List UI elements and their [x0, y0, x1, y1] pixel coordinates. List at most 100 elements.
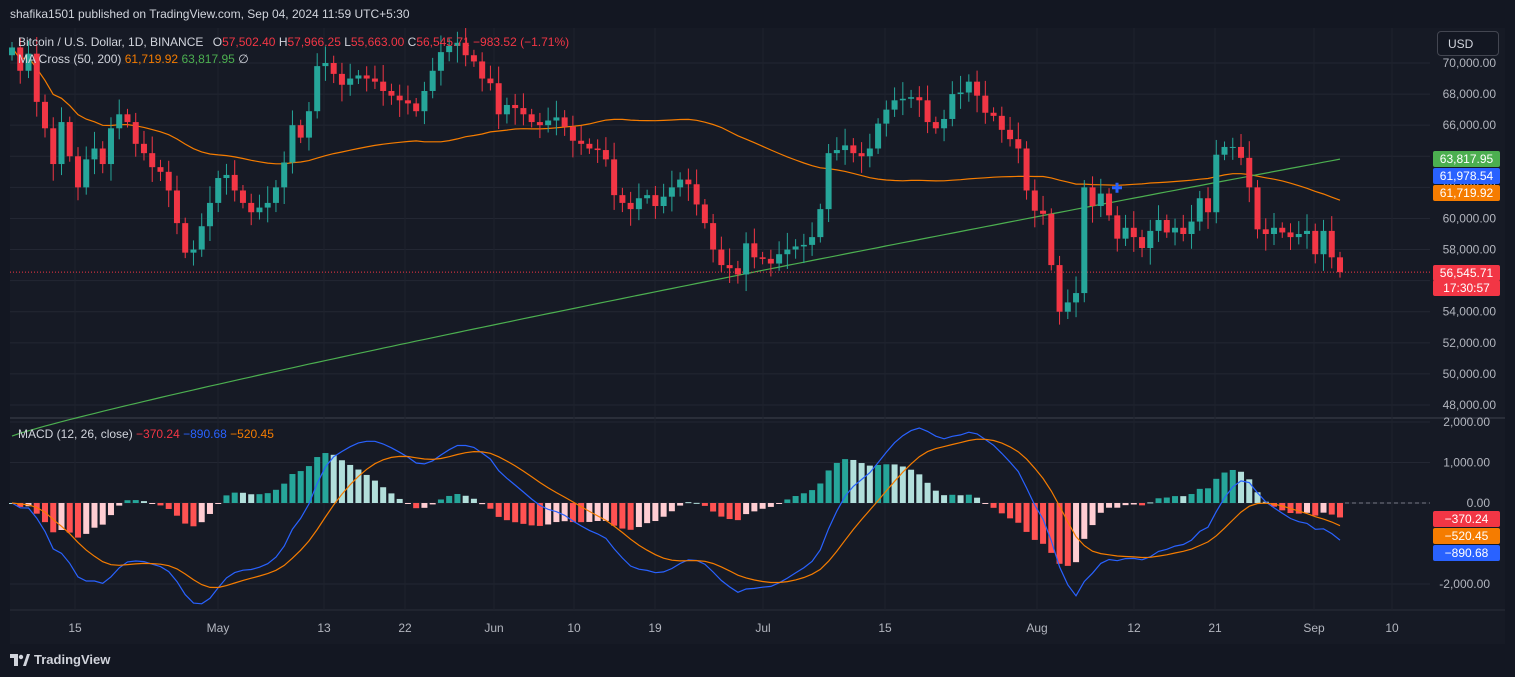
macd-histogram-bar: [363, 474, 370, 503]
change-value: −983.52 (−1.71%): [473, 35, 570, 49]
macd-axis-label: 1,000.00: [1443, 456, 1490, 470]
macd-histogram-bar: [83, 503, 90, 534]
macd-histogram-bar: [932, 490, 939, 503]
candle-body: [297, 125, 304, 138]
candle-body: [404, 100, 411, 104]
chart-frame[interactable]: [10, 28, 1505, 644]
candle-body: [949, 94, 956, 119]
candle-body: [1279, 227, 1286, 233]
macd-histogram-bar: [1246, 479, 1253, 503]
tradingview-logo[interactable]: TradingView: [10, 652, 110, 667]
candle-body: [1163, 220, 1170, 233]
price-legend: Bitcoin / U.S. Dollar, 1D, BINANCE O57,5…: [18, 35, 569, 49]
macd-histogram-bar: [561, 503, 568, 522]
macd-histogram-bar: [1139, 503, 1146, 506]
candle-body: [1262, 229, 1269, 234]
candle-body: [223, 174, 230, 179]
macd-histogram-bar: [916, 474, 923, 503]
macd-histogram-bar: [297, 471, 304, 503]
candle-body: [58, 122, 65, 165]
candle-body: [809, 237, 816, 245]
candle-body: [916, 97, 923, 101]
macd-histogram-bar: [1106, 503, 1113, 508]
candle-body: [784, 249, 791, 255]
candle-body: [215, 178, 222, 203]
macd-histogram-bar: [1304, 503, 1311, 513]
macd-histogram-bar: [74, 503, 81, 538]
candle-body: [206, 202, 213, 227]
macd-histogram-bar: [627, 503, 634, 530]
candle-body: [231, 174, 238, 191]
macd-histogram-bar: [908, 469, 915, 503]
candle-body: [817, 209, 824, 238]
candle-body: [850, 145, 857, 154]
macd-histogram-bar: [140, 501, 147, 503]
candle-body: [33, 53, 40, 102]
macd-histogram-bar: [503, 503, 510, 521]
macd-histogram-bar: [635, 503, 642, 528]
macd-histogram-bar: [33, 503, 40, 514]
macd-histogram-bar: [223, 495, 230, 503]
time-axis-label: 21: [1208, 621, 1222, 635]
candle-body: [363, 75, 370, 79]
macd-histogram-bar: [899, 466, 906, 503]
candle-body: [792, 246, 799, 250]
macd-histogram-bar: [1238, 471, 1245, 503]
macd-histogram-bar: [1271, 503, 1278, 507]
publish-header: shafika1501 published on TradingView.com…: [0, 0, 1515, 28]
macd-legend[interactable]: MACD (12, 26, close) −370.24 −890.68 −52…: [18, 427, 274, 441]
currency-button[interactable]: USD: [1437, 31, 1499, 56]
candle-body: [91, 148, 98, 160]
candle-body: [41, 101, 48, 129]
ma-fast-line: [11, 47, 1341, 201]
moving-averages: [10, 47, 1430, 437]
price-axis-label: 58,000.00: [1443, 243, 1497, 257]
macd-histogram-bar: [842, 459, 849, 503]
macd-indicator-name: MACD (12, 26, close): [18, 427, 133, 441]
ma-slow-badge: 63,817.95: [1433, 151, 1500, 167]
macd-hist-badge: −370.24: [1433, 511, 1500, 527]
macd-histogram-bar: [545, 503, 552, 525]
candle-body: [1246, 157, 1253, 188]
macd-histogram-bar: [272, 489, 279, 503]
candle-body: [1139, 237, 1146, 248]
candle-body: [635, 198, 642, 210]
macd-histogram-bar: [528, 503, 535, 526]
macd-histogram-bar: [1147, 502, 1154, 504]
macd-histogram-bar: [132, 500, 139, 503]
macd-signal-badge: −520.45: [1433, 528, 1500, 544]
macd-histogram-bar: [578, 503, 585, 523]
candle-body: [627, 202, 634, 210]
price-badge: 56,545.71: [1433, 265, 1500, 281]
macd-histogram-bar: [338, 460, 345, 503]
macd-axis-label: -2,000.00: [1439, 577, 1490, 591]
candle-body: [883, 109, 890, 124]
macd-histogram-bar: [957, 495, 964, 503]
candles: [9, 28, 1343, 325]
macd-histogram-bar: [1180, 496, 1187, 503]
candle-body: [83, 159, 90, 188]
candle-body: [1312, 230, 1319, 255]
candle-body: [1213, 154, 1220, 213]
macd-histogram-bar: [611, 503, 618, 526]
candle-body: [842, 145, 849, 151]
candle-body: [421, 90, 428, 112]
macd-histogram-bar: [660, 503, 667, 517]
macd-histogram-bar: [1295, 503, 1302, 514]
symbol-label[interactable]: Bitcoin / U.S. Dollar, 1D, BINANCE: [18, 35, 204, 49]
candle-body: [965, 81, 972, 93]
candle-body: [9, 47, 15, 56]
candle-body: [1130, 227, 1137, 238]
macd-histogram-bar: [289, 474, 296, 503]
candle-body: [1031, 190, 1038, 211]
candle-body: [239, 190, 246, 203]
macd-histogram-bar: [487, 503, 494, 509]
candle-body: [1180, 227, 1187, 234]
macd-histogram-bar: [239, 492, 246, 503]
macd-histogram-bar: [330, 454, 337, 503]
candle-body: [990, 112, 997, 116]
candle-body: [693, 184, 700, 205]
macd-histogram-bar: [462, 495, 469, 503]
ma-legend[interactable]: MA Cross (50, 200) 61,719.92 63,817.95 ∅: [18, 52, 249, 66]
